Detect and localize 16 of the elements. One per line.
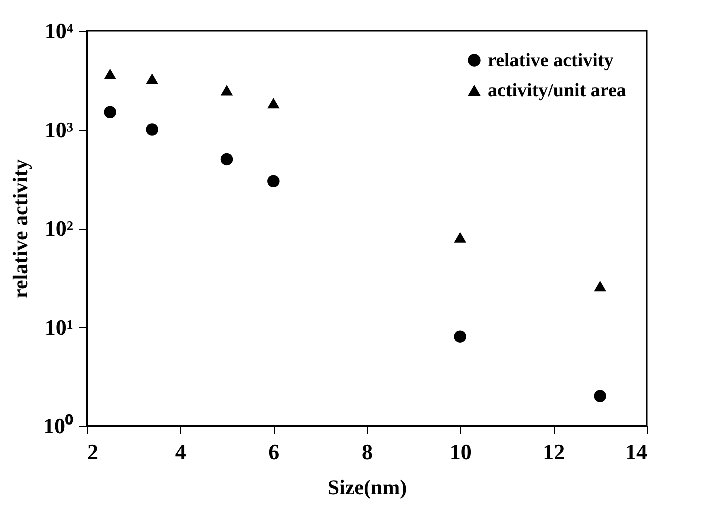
- x-tick-label: 12: [543, 440, 566, 464]
- x-tick-label: 8: [362, 440, 373, 464]
- y-tick-label: 10¹: [44, 314, 74, 340]
- y-tick-label: 10⁰: [44, 414, 74, 438]
- y-tick-label: 10⁴: [44, 18, 74, 44]
- y-axis-title: relative activity: [8, 159, 32, 298]
- legend-label: activity/unit area: [488, 80, 627, 102]
- x-axis-title: Size(nm): [328, 476, 408, 500]
- x-tick-label: 2: [88, 440, 98, 464]
- x-tick-label: 6: [268, 440, 280, 464]
- y-tick-label: 10³: [44, 117, 74, 142]
- x-tick-label: 10: [450, 440, 472, 464]
- y-tick-label: 10²: [44, 216, 74, 241]
- x-tick-label: 14: [626, 440, 648, 464]
- legend-label: relative activity: [488, 50, 614, 72]
- x-tick-label: 4: [175, 440, 186, 464]
